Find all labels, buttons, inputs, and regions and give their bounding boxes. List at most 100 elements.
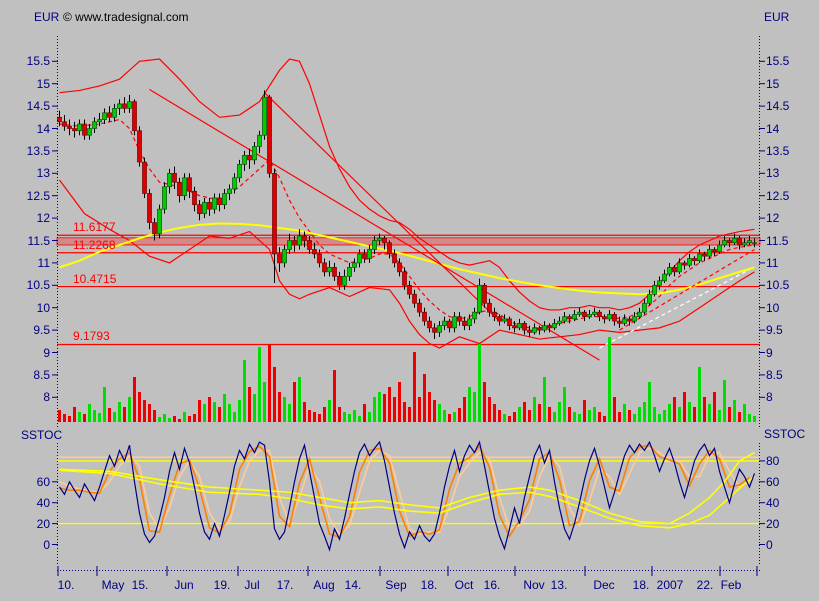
candle-body — [747, 240, 752, 244]
candle-body — [627, 318, 632, 322]
price-axis-label-right: 8.5 — [766, 367, 783, 382]
date-axis-label: 16. — [483, 578, 501, 592]
date-axis-label: 14. — [344, 578, 362, 592]
volume-bar — [558, 402, 561, 422]
volume-bar — [418, 397, 421, 422]
candle-body — [752, 242, 757, 245]
candle-body — [467, 318, 472, 326]
price-axis-label-right: 11 — [766, 255, 779, 270]
volume-bar — [703, 397, 706, 422]
volume-bar — [613, 397, 616, 422]
date-axis-label: 18. — [632, 578, 650, 592]
candle-body — [92, 121, 97, 129]
candle-body — [702, 253, 707, 257]
volume-bar — [153, 410, 156, 422]
volume-bar — [273, 367, 276, 422]
price-axis-label-left: 13.5 — [26, 143, 50, 158]
date-axis-label: Jun — [174, 578, 194, 592]
volume-bar — [623, 404, 626, 422]
candle-body — [637, 311, 642, 318]
price-axis-label-right: 14.5 — [766, 99, 790, 114]
candle-body — [692, 258, 697, 262]
volume-bar — [413, 352, 416, 422]
volume-bar — [743, 404, 746, 422]
candle-body — [707, 249, 712, 257]
price-hline-label: 9.1793 — [73, 329, 110, 344]
volume-bar — [628, 410, 631, 422]
volume-bar — [693, 407, 696, 422]
date-axis-label: 18. — [420, 578, 438, 592]
volume-bar — [98, 413, 101, 422]
candle-body — [167, 172, 172, 188]
date-axis-label: Feb — [720, 578, 742, 592]
volume-bar — [503, 414, 506, 422]
volume-bar — [583, 400, 586, 422]
volume-bar — [293, 382, 296, 422]
candle-body — [337, 275, 342, 286]
price-axis-label-left: 15.5 — [26, 54, 50, 69]
volume-bar — [303, 402, 306, 422]
candle-body — [437, 325, 442, 333]
candle-body — [562, 316, 567, 322]
candle-body — [232, 177, 237, 190]
date-axis-label: May — [101, 578, 125, 592]
volume-bar — [193, 414, 196, 422]
volume-bar — [493, 404, 496, 422]
candle-body — [597, 311, 602, 318]
candle-body — [462, 320, 467, 326]
volume-bar — [288, 404, 291, 422]
volume-bar — [468, 387, 471, 422]
price-axis-label-right: 13 — [766, 166, 780, 181]
candle-body — [82, 123, 87, 136]
volume-bar — [658, 414, 661, 422]
candle-body — [127, 101, 132, 109]
volume-bar — [598, 412, 601, 422]
candle-body — [87, 128, 92, 136]
volume-bar — [638, 407, 641, 422]
volume-bar — [478, 344, 481, 422]
candle-body — [682, 262, 687, 266]
candle-body — [402, 271, 407, 286]
stoch-axis-label-left: 40 — [36, 495, 50, 510]
candle-body — [272, 172, 277, 255]
volume-bar — [528, 410, 531, 422]
volume-bar — [173, 416, 176, 422]
volume-bar — [328, 400, 331, 422]
volume-bar — [568, 407, 571, 422]
candle-body — [172, 172, 177, 183]
volume-bar — [653, 407, 656, 422]
candle-body — [452, 316, 457, 329]
candle-body — [202, 202, 207, 214]
candle-body — [672, 267, 677, 273]
indicator-title-left: SSTOC — [21, 428, 63, 442]
volume-bar — [263, 382, 266, 422]
candle-body — [77, 123, 82, 132]
price-axis-label-left: 14 — [36, 121, 50, 136]
volume-bar — [228, 404, 231, 422]
volume-bar — [253, 394, 256, 422]
candle-body — [712, 249, 717, 253]
price-axis-label-left: 10 — [36, 300, 50, 315]
volume-bar — [183, 412, 186, 422]
price-axis-label-left: 10.5 — [26, 278, 50, 293]
volume-bar — [218, 407, 221, 422]
candle-body — [422, 311, 427, 322]
stoch-axis-label-right: 40 — [766, 495, 780, 510]
candle-body — [687, 258, 692, 266]
price-hline-label: 10.4715 — [73, 271, 117, 286]
candle-body — [502, 318, 507, 322]
candle-body — [197, 204, 202, 214]
volume-bar — [463, 397, 466, 422]
candle-body — [577, 311, 582, 315]
volume-bar — [63, 414, 66, 422]
candle-body — [312, 249, 317, 255]
candle-body — [242, 155, 247, 165]
volume-bar — [333, 370, 336, 422]
date-axis-label: Jul — [244, 578, 260, 592]
volume-bar — [633, 414, 636, 422]
volume-bar — [723, 380, 726, 422]
volume-bar — [543, 377, 546, 422]
volume-bar — [158, 417, 161, 422]
